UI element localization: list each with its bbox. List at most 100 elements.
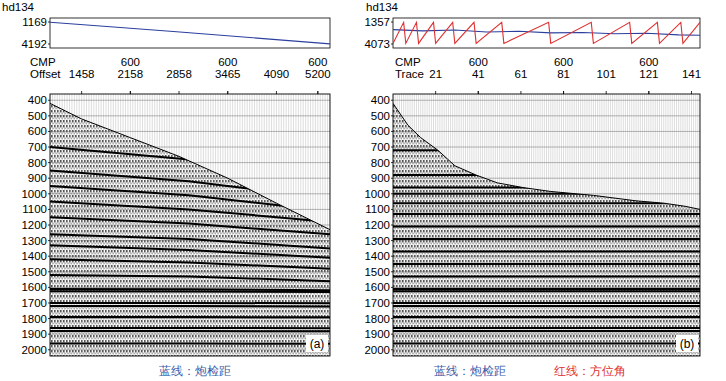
panel: hd13411694192CMP600600600Offset145821582… <box>2 1 331 378</box>
y-tick-label: 1100 <box>365 203 390 215</box>
grid-line <box>50 287 330 288</box>
grid-line <box>393 349 700 350</box>
caption: 红线：方位角 <box>554 364 626 378</box>
reflection-event <box>393 226 700 228</box>
reflection-event <box>393 174 700 176</box>
reflection-event <box>50 305 330 307</box>
y-tick-label: 1100 <box>22 203 47 215</box>
reflection-event <box>393 327 700 329</box>
header-tick <box>48 44 50 45</box>
y-tick-label: 400 <box>371 94 390 106</box>
header-line <box>393 22 700 43</box>
reflection-event <box>50 343 330 345</box>
reflection-event <box>50 275 330 281</box>
y-tick <box>391 115 393 116</box>
reflection-event <box>50 327 330 329</box>
y-tick-label: 800 <box>28 157 47 169</box>
y-tick <box>48 147 50 148</box>
y-tick <box>391 193 393 194</box>
grid-line <box>393 225 700 226</box>
y-tick <box>48 349 50 350</box>
reflection-event <box>50 302 330 304</box>
y-tick <box>48 225 50 226</box>
x-tick-label: 81 <box>557 68 570 80</box>
y-tick <box>48 193 50 194</box>
grid-line <box>393 209 700 210</box>
panel-label-bg <box>306 335 328 352</box>
grid-line <box>50 178 330 179</box>
y-tick <box>48 209 50 210</box>
reflection-event <box>393 330 700 332</box>
y-tick <box>391 178 393 179</box>
y-tick-label: 900 <box>28 172 47 184</box>
panel-label-bg <box>676 335 698 352</box>
caption: 蓝线：炮检距 <box>159 364 231 378</box>
y-tick-label: 800 <box>371 157 390 169</box>
y-tick <box>391 287 393 288</box>
y-tick-label: 1700 <box>21 297 47 309</box>
x-tick-label: 600 <box>218 56 237 68</box>
y-tick <box>48 162 50 163</box>
y-tick-label: 1500 <box>364 266 390 278</box>
panel: hd13413574073CMP600600600Trace2141618110… <box>364 1 701 378</box>
grid-line <box>393 318 700 319</box>
reflection-event <box>393 288 700 290</box>
reflection-event <box>50 316 330 318</box>
reflection-event <box>393 187 700 189</box>
mute-line <box>393 103 700 209</box>
y-tick-label: 2000 <box>21 344 47 356</box>
y-tick-label: 1400 <box>364 250 390 262</box>
header-frame <box>50 18 330 48</box>
panel-label: (a) <box>310 337 325 351</box>
grid-line <box>50 240 330 241</box>
reflection-event <box>393 213 700 215</box>
x-tick-label: 121 <box>639 68 658 80</box>
grid-line <box>393 256 700 257</box>
trace-lines <box>393 94 700 356</box>
header-series <box>50 22 330 44</box>
plot-frame <box>393 94 700 356</box>
grid-line <box>50 302 330 303</box>
y-tick-label: 1200 <box>21 219 47 231</box>
y-tick <box>48 240 50 241</box>
y-tick-label: 1700 <box>364 297 390 309</box>
reflection-event <box>50 289 330 290</box>
y-tick-label: 2000 <box>364 344 390 356</box>
header-line <box>50 22 330 44</box>
reflection-event <box>393 238 700 240</box>
grid-line <box>393 115 700 116</box>
seismic-texture <box>50 103 330 356</box>
events <box>393 150 700 343</box>
grid-line <box>393 131 700 132</box>
y-tick <box>48 302 50 303</box>
x-tick-label: 41 <box>472 68 485 80</box>
y-tick <box>391 349 393 350</box>
grid-line <box>393 271 700 272</box>
y-tick <box>48 100 50 101</box>
grid-line <box>393 240 700 241</box>
y-tick <box>48 271 50 272</box>
y-tick-label: 700 <box>28 141 47 153</box>
y-tick-label: 1200 <box>364 219 390 231</box>
grid-line <box>50 349 330 350</box>
trace-lines <box>50 94 330 356</box>
reflection-event <box>393 193 700 195</box>
y-tick-label: 1000 <box>21 188 47 200</box>
y-tick <box>391 131 393 132</box>
grid-line <box>50 100 330 101</box>
y-tick-label: 1800 <box>21 313 47 325</box>
grid-line <box>393 193 700 194</box>
y-tick <box>48 131 50 132</box>
header-tick <box>48 22 50 23</box>
y-tick-label: 1400 <box>21 250 47 262</box>
y-tick <box>391 209 393 210</box>
grid-line <box>50 131 330 132</box>
y-tick-label: 500 <box>28 110 47 122</box>
reflection-event <box>393 263 700 265</box>
header-tick <box>391 44 393 45</box>
y-tick <box>391 302 393 303</box>
plot-bg <box>50 94 330 356</box>
y-tick <box>391 271 393 272</box>
y-tick <box>391 240 393 241</box>
y-tick <box>48 256 50 257</box>
